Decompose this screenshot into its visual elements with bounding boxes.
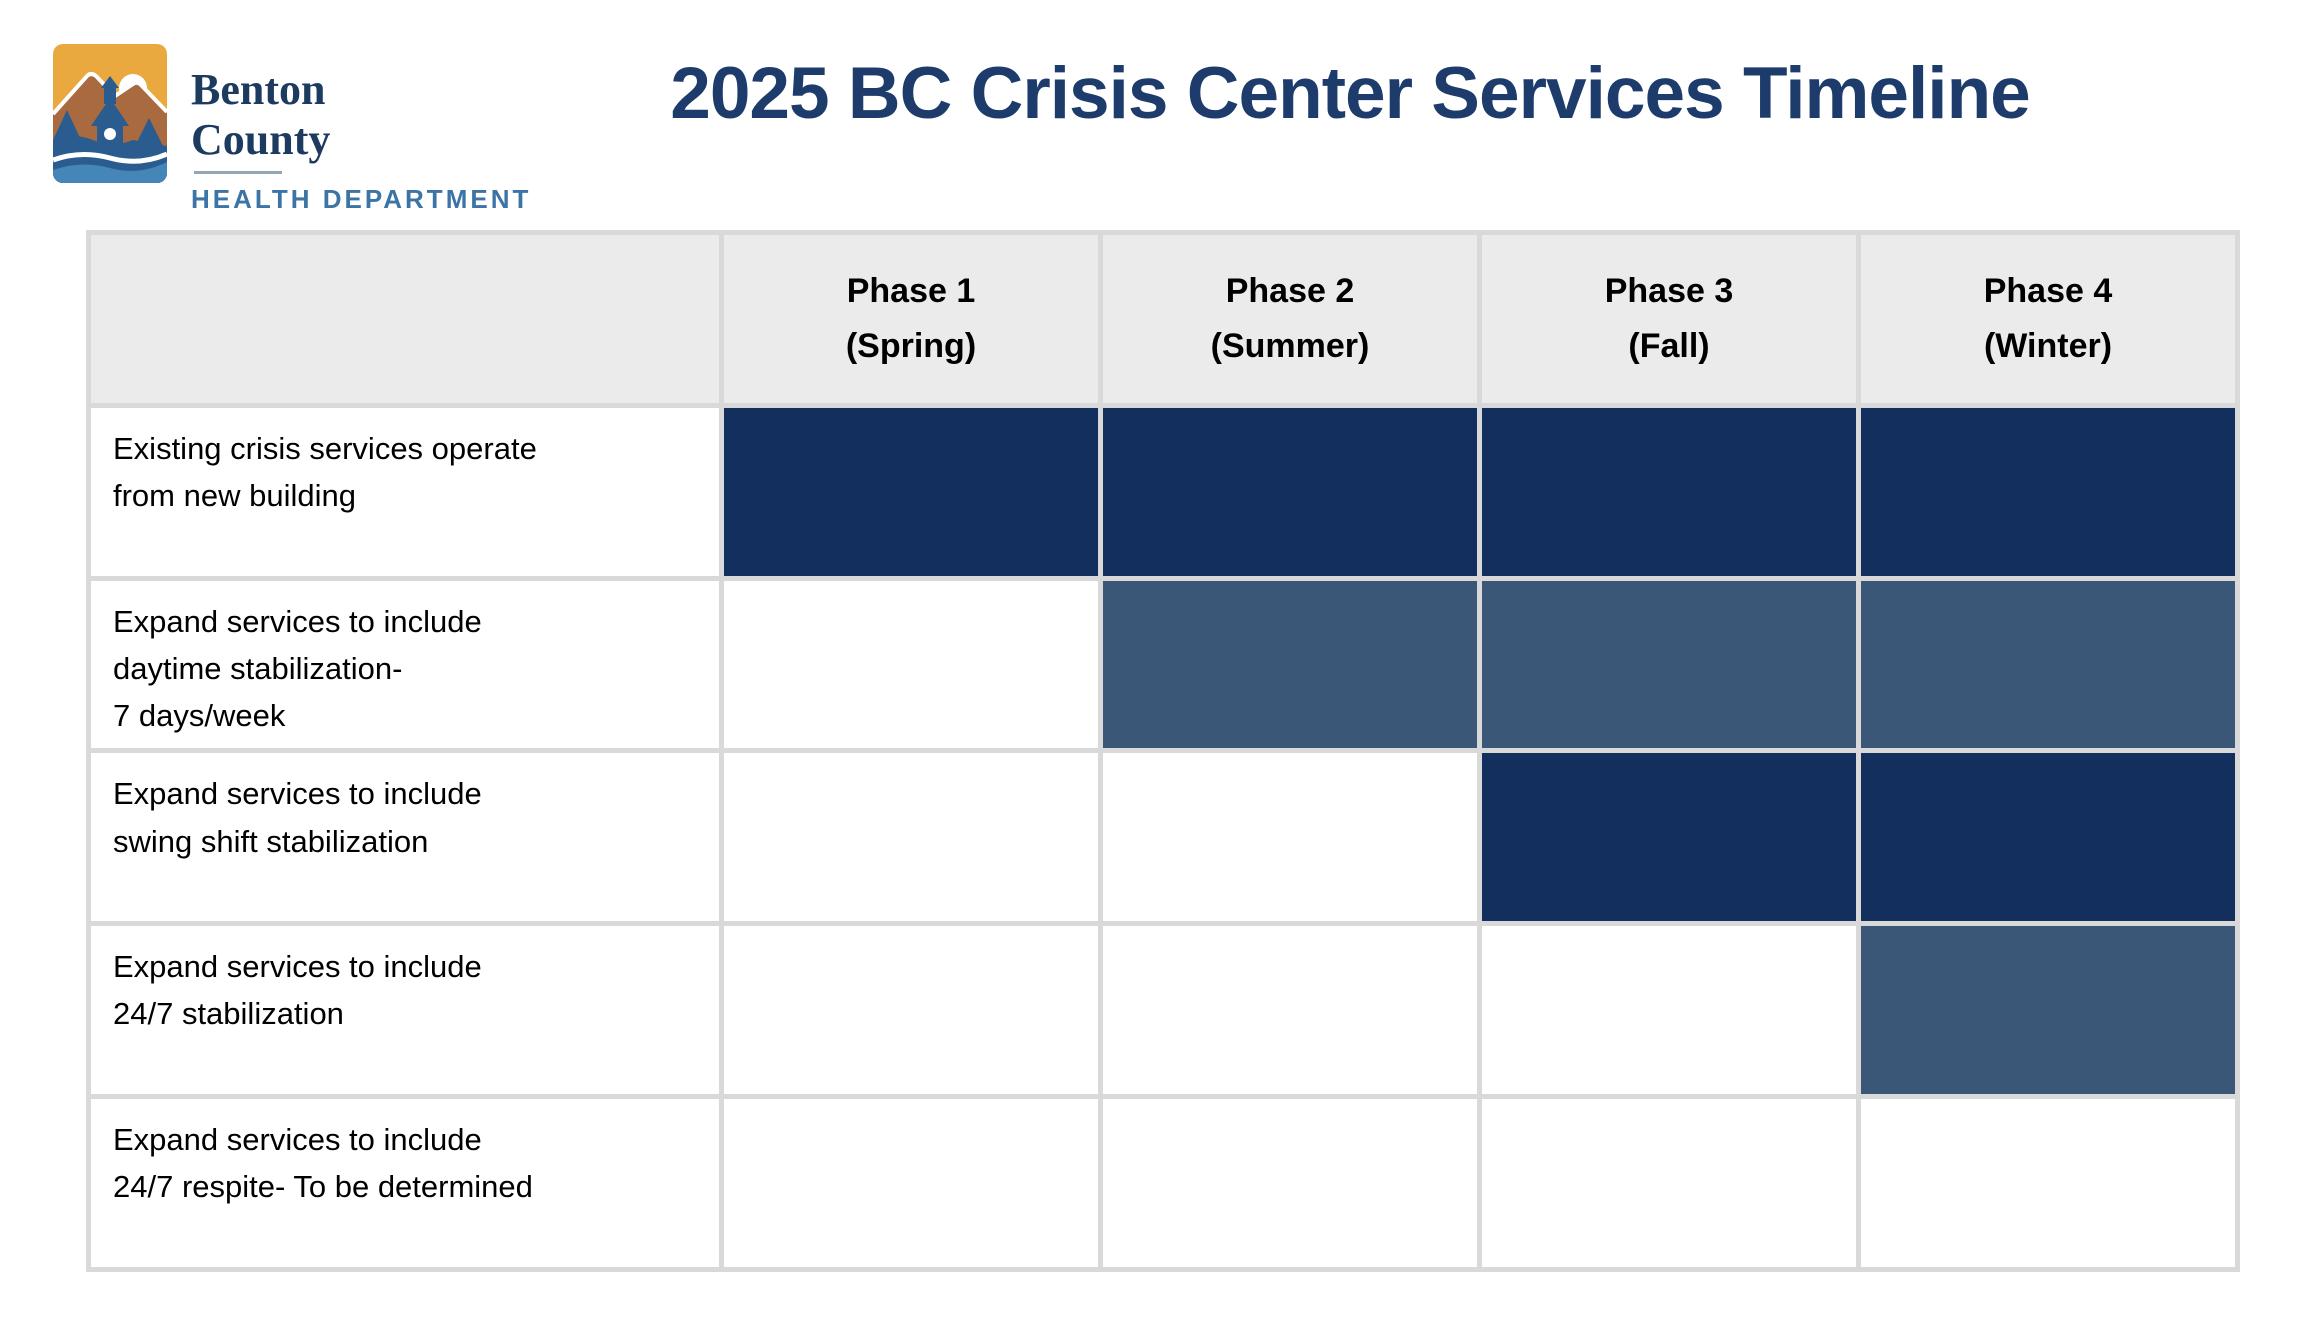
logo-divider (194, 171, 282, 174)
cell-row4-phase2 (1103, 926, 1477, 1095)
logo-org-name-line2: County (191, 115, 331, 164)
cell-row1-phase1 (724, 407, 1098, 576)
cell-row1-phase2 (1103, 407, 1477, 576)
row-label-line: daytime stabilization- (113, 650, 403, 686)
column-header-phase-1: Phase 1 (Spring) (724, 235, 1098, 403)
row-label-2: Expand services to include daytime stabil… (91, 580, 719, 749)
column-header-phase-3: Phase 3 (Fall) (1482, 235, 1856, 403)
column-header-line2: (Fall) (1628, 326, 1710, 365)
table-corner-cell (91, 235, 719, 403)
logo-org-name-line1: Benton (191, 65, 326, 114)
row-label-line: 7 days/week (113, 697, 286, 733)
row-label-line: 24/7 stabilization (113, 996, 344, 1032)
row-label-line: Expand services to include (113, 776, 482, 812)
column-header-line1: Phase 1 (846, 271, 976, 310)
cell-row5-phase1 (724, 1099, 1098, 1267)
row-label-line: Expand services to include (113, 949, 482, 985)
cell-row3-phase2 (1103, 753, 1477, 922)
cell-row1-phase3 (1482, 407, 1856, 576)
row-label-5: Expand services to include 24/7 respite- … (91, 1099, 719, 1267)
column-header-line1: Phase 2 (1225, 271, 1355, 310)
cell-row5-phase2 (1103, 1099, 1477, 1267)
cell-row3-phase3 (1482, 753, 1856, 922)
row-label-1: Existing crisis services operate from new… (91, 407, 719, 576)
row-label-line: 24/7 respite- To be determined (113, 1169, 533, 1205)
logo-department-label: HEALTH DEPARTMENT (191, 184, 532, 214)
cell-row4-phase3 (1482, 926, 1856, 1095)
row-label-4: Expand services to include 24/7 stabiliza… (91, 926, 719, 1095)
cell-row3-phase1 (724, 753, 1098, 922)
column-header-phase-2: Phase 2 (Summer) (1103, 235, 1477, 403)
benton-county-logo: Benton County HEALTH DEPARTMENT (53, 44, 531, 215)
row-label-line: swing shift stabilization (113, 823, 429, 859)
column-header-line2: (Spring) (845, 326, 977, 365)
benton-county-logo-icon (53, 44, 167, 183)
row-label-line: Expand services to include (113, 603, 482, 639)
page-title: 2025 BC Crisis Center Services Timeline (670, 53, 2031, 134)
cell-row4-phase4 (1861, 926, 2235, 1095)
row-label-line: from new building (113, 477, 356, 513)
column-header-phase-4: Phase 4 (Winter) (1861, 235, 2235, 403)
column-header-line2: (Summer) (1210, 326, 1370, 365)
cell-row5-phase3 (1482, 1099, 1856, 1267)
column-header-line1: Phase 3 (1604, 271, 1734, 310)
logo-text-block: Benton County HEALTH DEPARTMENT (191, 44, 531, 215)
row-label-line: Existing crisis services operate (113, 430, 537, 466)
column-header-line2: (Winter) (1983, 326, 2113, 365)
column-header-line1: Phase 4 (1983, 271, 2113, 310)
cell-row3-phase4 (1861, 753, 2235, 922)
cell-row4-phase1 (724, 926, 1098, 1095)
services-timeline-table: Phase 1 (Spring) Phase 2 (Summer) Phase 3 (Fa… (86, 230, 2240, 1272)
cell-row1-phase4 (1861, 407, 2235, 576)
cell-row2-phase4 (1861, 580, 2235, 749)
cell-row2-phase2 (1103, 580, 1477, 749)
cell-row2-phase3 (1482, 580, 1856, 749)
row-label-line: Expand services to include (113, 1122, 482, 1158)
cell-row5-phase4 (1861, 1099, 2235, 1267)
row-label-3: Expand services to include swing shift st… (91, 753, 719, 922)
cell-row2-phase1 (724, 580, 1098, 749)
